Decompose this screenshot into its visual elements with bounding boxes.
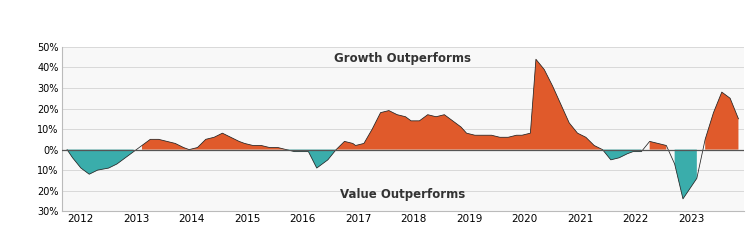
Text: Value Outperforms: Value Outperforms (340, 188, 465, 201)
Text: Growth Outperforms: Growth Outperforms (334, 52, 471, 65)
Text: GROWTH VS. VALUE: GROWTH VS. VALUE (10, 14, 205, 31)
